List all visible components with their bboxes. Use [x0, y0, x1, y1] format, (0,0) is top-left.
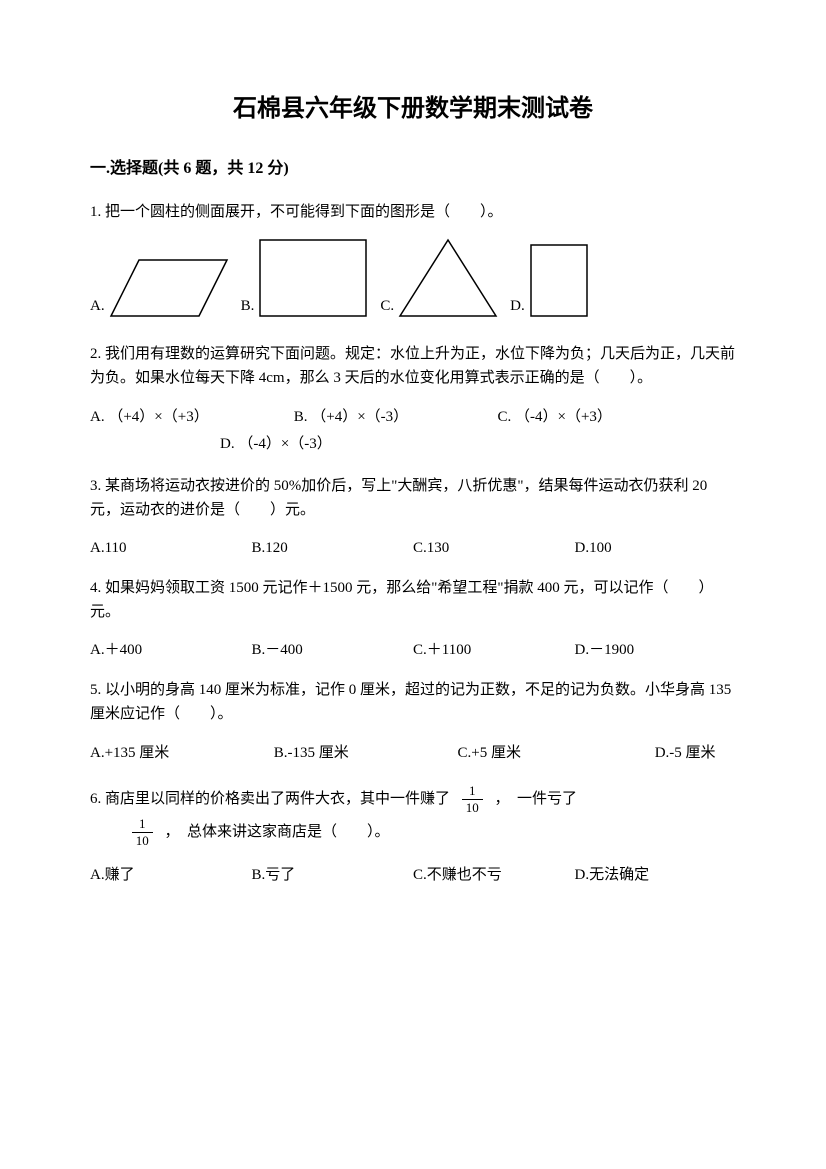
- frac-den: 10: [462, 800, 483, 816]
- q2-opt-b: B. （+4）×（-3）: [294, 404, 494, 431]
- question-3: 3. 某商场将运动衣按进价的 50%加价后，写上"大酬宾，八折优惠"，结果每件运…: [90, 474, 736, 560]
- q4-opt-c: C.＋1100: [413, 638, 575, 662]
- q5-options: A.+135 厘米 B.-135 厘米 C.+5 厘米 D.-5 厘米: [90, 740, 736, 767]
- q5-opt-c: C.+5 厘米: [458, 740, 521, 767]
- q3-text: 3. 某商场将运动衣按进价的 50%加价后，写上"大酬宾，八折优惠"，结果每件运…: [90, 474, 736, 522]
- q5-opt-b: B.-135 厘米: [274, 740, 454, 767]
- square-icon: [529, 243, 589, 318]
- q6-text: 6. 商店里以同样的价格卖出了两件大衣，其中一件赚了 1 10 ， 一件亏了 1…: [90, 783, 736, 849]
- frac-num: 1: [132, 816, 153, 833]
- q6-options: A.赚了 B.亏了 C.不赚也不亏 D.无法确定: [90, 863, 736, 887]
- q5-opt-d: D.-5 厘米: [655, 740, 716, 767]
- triangle-icon: [398, 238, 498, 318]
- q2-options: A. （+4）×（+3） B. （+4）×（-3） C. （-4）×（+3） D…: [90, 404, 736, 458]
- q1-label-b: B.: [241, 294, 255, 318]
- frac-num: 1: [462, 783, 483, 800]
- q6-text3: ， 总体来讲这家商店是（ ）。: [165, 824, 390, 840]
- q1-option-a: A.: [90, 258, 229, 318]
- q1-option-d: D.: [510, 243, 589, 318]
- rectangle-icon: [258, 238, 368, 318]
- q2-opt-a: A. （+4）×（+3）: [90, 404, 290, 431]
- q6-text2: ， 一件亏了: [495, 791, 578, 807]
- q4-options: A.＋400 B.－400 C.＋1100 D.－1900: [90, 638, 736, 662]
- question-6: 6. 商店里以同样的价格卖出了两件大衣，其中一件赚了 1 10 ， 一件亏了 1…: [90, 783, 736, 887]
- q2-opt-d: D. （-4）×（-3）: [220, 431, 332, 458]
- q4-opt-d: D.－1900: [575, 638, 737, 662]
- q3-options: A.110 B.120 C.130 D.100: [90, 536, 736, 560]
- fraction-icon: 1 10: [132, 816, 153, 848]
- q1-text: 1. 把一个圆柱的侧面展开，不可能得到下面的图形是（ ）。: [90, 200, 736, 224]
- q3-opt-d: D.100: [575, 536, 737, 560]
- q4-text: 4. 如果妈妈领取工资 1500 元记作＋1500 元，那么给"希望工程"捐款 …: [90, 576, 736, 624]
- q1-option-c: C.: [380, 238, 498, 318]
- section-heading: 一.选择题(共 6 题，共 12 分): [90, 156, 736, 182]
- q1-label-a: A.: [90, 294, 105, 318]
- question-5: 5. 以小明的身高 140 厘米为标准，记作 0 厘米，超过的记为正数，不足的记…: [90, 678, 736, 767]
- q1-shapes: A. B. C. D.: [90, 238, 736, 318]
- q1-option-b: B.: [241, 238, 369, 318]
- q6-opt-b: B.亏了: [252, 863, 414, 887]
- q6-text1: 6. 商店里以同样的价格卖出了两件大衣，其中一件赚了: [90, 791, 450, 807]
- q3-opt-b: B.120: [252, 536, 414, 560]
- q6-opt-c: C.不赚也不亏: [413, 863, 575, 887]
- q1-label-c: C.: [380, 294, 394, 318]
- q3-opt-a: A.110: [90, 536, 252, 560]
- q6-opt-a: A.赚了: [90, 863, 252, 887]
- q6-opt-d: D.无法确定: [575, 863, 737, 887]
- q5-text: 5. 以小明的身高 140 厘米为标准，记作 0 厘米，超过的记为正数，不足的记…: [90, 678, 736, 726]
- parallelogram-icon: [109, 258, 229, 318]
- q5-opt-a: A.+135 厘米: [90, 740, 270, 767]
- question-4: 4. 如果妈妈领取工资 1500 元记作＋1500 元，那么给"希望工程"捐款 …: [90, 576, 736, 662]
- q2-text: 2. 我们用有理数的运算研究下面问题。规定：水位上升为正，水位下降为负；几天后为…: [90, 342, 736, 390]
- question-2: 2. 我们用有理数的运算研究下面问题。规定：水位上升为正，水位下降为负；几天后为…: [90, 342, 736, 458]
- q1-label-d: D.: [510, 294, 525, 318]
- q4-opt-a: A.＋400: [90, 638, 252, 662]
- q3-opt-c: C.130: [413, 536, 575, 560]
- q4-opt-b: B.－400: [252, 638, 414, 662]
- frac-den: 10: [132, 833, 153, 849]
- fraction-icon: 1 10: [462, 783, 483, 815]
- q2-opt-c: C. （-4）×（+3）: [498, 404, 612, 431]
- page-title: 石棉县六年级下册数学期末测试卷: [90, 90, 736, 128]
- question-1: 1. 把一个圆柱的侧面展开，不可能得到下面的图形是（ ）。 A. B. C. D…: [90, 200, 736, 318]
